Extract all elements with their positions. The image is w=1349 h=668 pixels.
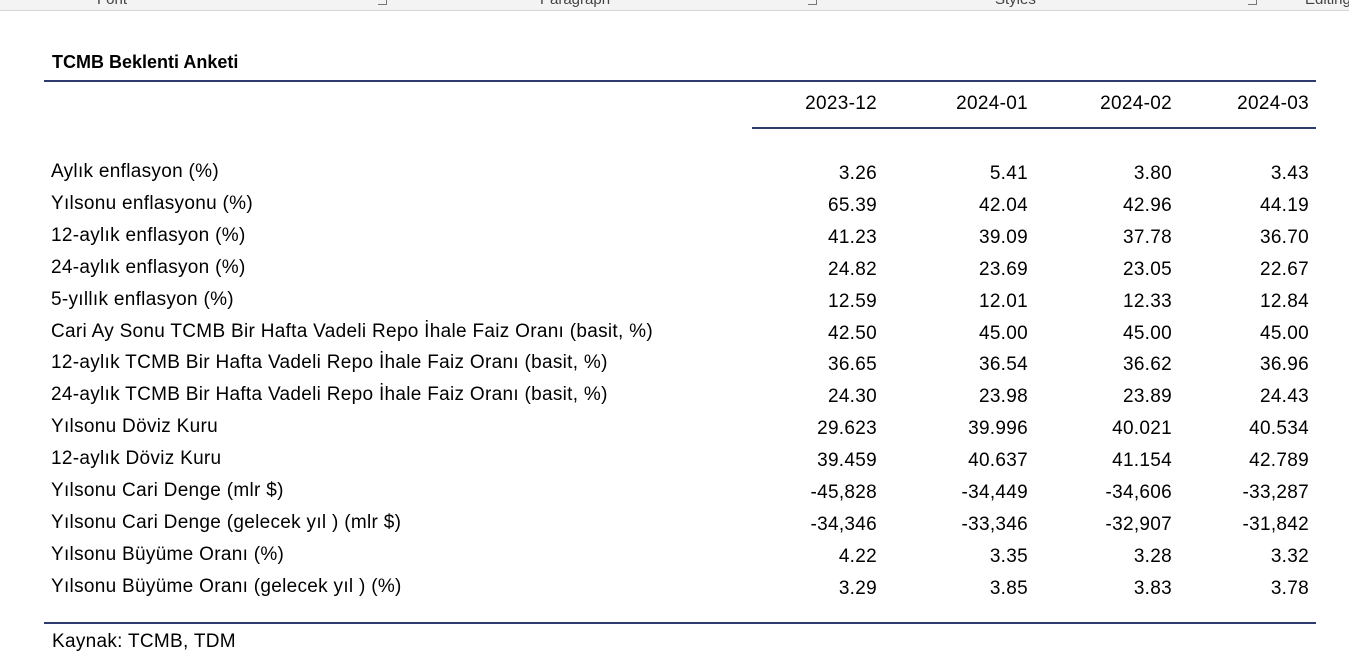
cell-value: 36.70 (1259, 226, 1309, 248)
cell-value: 12.01 (978, 290, 1028, 312)
cell-value: 39.996 (968, 418, 1028, 440)
bottom-rule (44, 622, 1316, 624)
cell-value: 3.29 (838, 577, 877, 599)
cell-value: 39.09 (978, 226, 1028, 248)
cell-value: -33,346 (961, 513, 1028, 535)
cell-value: 3.35 (989, 545, 1028, 567)
cell-value: 3.80 (1133, 163, 1172, 184)
header-rule (752, 127, 1316, 129)
cell-value: 44.19 (1259, 194, 1309, 216)
row-label: 12-aylık TCMB Bir Hafta Vadeli Repo İhal… (51, 352, 608, 374)
cell-value: 23.98 (978, 386, 1028, 408)
cell-value: -34,346 (810, 513, 877, 535)
source-note: Kaynak: TCMB, TDM (52, 631, 236, 652)
cell-value: 22.67 (1259, 258, 1309, 280)
cell-value: 36.65 (827, 354, 877, 376)
ribbon-group-label: Editing (1305, 0, 1349, 8)
row-label: Cari Ay Sonu TCMB Bir Hafta Vadeli Repo … (51, 320, 653, 342)
cell-value: 41.23 (827, 226, 877, 248)
ribbon-group-label: Styles (995, 0, 1036, 8)
cell-value: 40.534 (1249, 418, 1309, 440)
cell-value: 4.22 (838, 545, 877, 567)
cell-value: 23.69 (978, 258, 1028, 280)
dialog-launcher[interactable] (1248, 0, 1257, 5)
cell-value: -32,907 (1105, 513, 1172, 535)
cell-value: 36.62 (1122, 354, 1172, 376)
cell-value: 3.43 (1270, 163, 1309, 184)
column-header: 2024-03 (1237, 93, 1309, 114)
top-rule (44, 80, 1316, 82)
cell-value: 36.54 (978, 354, 1028, 376)
cell-value: 42.789 (1249, 450, 1309, 472)
cell-value: 39.459 (817, 450, 877, 472)
row-label: 12-aylık Döviz Kuru (51, 448, 222, 470)
cell-value: 3.85 (989, 577, 1028, 599)
cell-value: 12.59 (827, 290, 877, 312)
ribbon-group-label: Font (97, 0, 127, 8)
cell-value: -34,449 (961, 482, 1028, 503)
row-label: 5-yıllık enflasyon (%) (51, 288, 234, 310)
row-label: Yılsonu Cari Denge (gelecek yıl ) (mlr $… (51, 511, 402, 533)
cell-value: 29.623 (817, 418, 877, 440)
row-label: Yılsonu Büyüme Oranı (%) (51, 543, 285, 565)
cell-value: -34,606 (1105, 482, 1172, 503)
table-title: TCMB Beklenti Anketi (52, 52, 239, 72)
row-label: Yılsonu Büyüme Oranı (gelecek yıl ) (%) (51, 575, 402, 597)
cell-value: 12.33 (1122, 290, 1172, 312)
cell-value: 24.43 (1259, 386, 1309, 408)
row-label: Aylık enflasyon (%) (51, 161, 219, 182)
column-header: 2023-12 (805, 93, 877, 114)
ribbon-group-label: Paragraph (540, 0, 610, 8)
cell-value: 40.021 (1112, 418, 1172, 440)
cell-value: 41.154 (1112, 450, 1172, 472)
cell-value: 65.39 (827, 194, 877, 216)
cell-value: 3.83 (1133, 577, 1172, 599)
cell-value: 42.96 (1122, 194, 1172, 216)
column-header: 2024-01 (956, 93, 1028, 114)
cell-value: 5.41 (989, 163, 1028, 184)
row-label: Yılsonu Cari Denge (mlr $) (51, 480, 284, 501)
row-label: 12-aylık enflasyon (%) (51, 224, 246, 246)
cell-value: 36.96 (1259, 354, 1309, 376)
cell-value: 3.32 (1270, 545, 1309, 567)
cell-value: 40.637 (968, 450, 1028, 472)
cell-value: -45,828 (810, 482, 877, 503)
cell-value: 45.00 (1122, 322, 1172, 344)
cell-value: 24.30 (827, 386, 877, 408)
cell-value: 45.00 (1259, 322, 1309, 344)
dialog-launcher[interactable] (378, 0, 387, 5)
cell-value: 3.28 (1133, 545, 1172, 567)
cell-value: 37.78 (1122, 226, 1172, 248)
cell-value: 23.05 (1122, 258, 1172, 280)
cell-value: 24.82 (827, 258, 877, 280)
ribbon: Font Paragraph Styles Editing (0, 0, 1349, 11)
cell-value: 3.78 (1270, 577, 1309, 599)
cell-value: -33,287 (1242, 482, 1309, 503)
cell-value: 23.89 (1122, 386, 1172, 408)
row-label: Yılsonu Döviz Kuru (51, 416, 218, 438)
row-label: 24-aylık TCMB Bir Hafta Vadeli Repo İhal… (51, 384, 608, 406)
row-label: Yılsonu enflasyonu (%) (51, 192, 253, 214)
cell-value: -31,842 (1242, 513, 1309, 535)
dialog-launcher[interactable] (808, 0, 817, 5)
row-label: 24-aylık enflasyon (%) (51, 256, 246, 278)
column-header: 2024-02 (1100, 93, 1172, 114)
cell-value: 3.26 (838, 163, 877, 184)
cell-value: 42.50 (827, 322, 877, 344)
cell-value: 12.84 (1259, 290, 1309, 312)
cell-value: 45.00 (978, 322, 1028, 344)
cell-value: 42.04 (978, 194, 1028, 216)
